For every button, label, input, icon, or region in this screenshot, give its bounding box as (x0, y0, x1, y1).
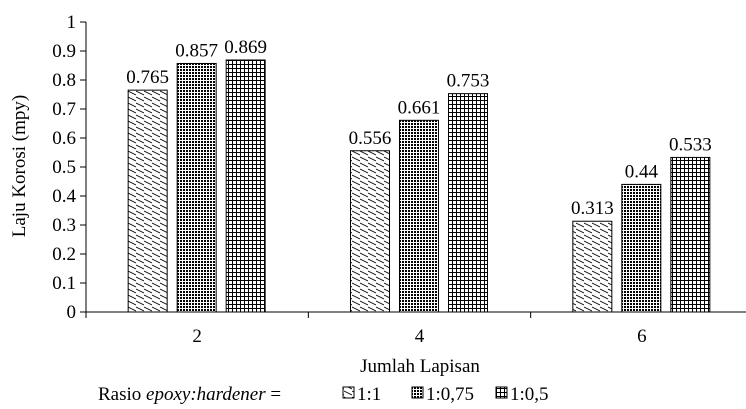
bar (448, 93, 488, 313)
axes: 0 0.1 0.2 0.3 0.4 0.5 0.6 0.7 0.8 0.9 1 2 4 6 (52, 12, 746, 347)
y-tick-label: 0.7 (52, 99, 76, 120)
x-ticks: 2 4 6 (85, 312, 647, 347)
legend-swatch (495, 386, 508, 399)
y-axis-title: Laju Korosi (mpy) (9, 95, 30, 237)
legend-label: 1:0,75 (426, 384, 474, 405)
legend-items: 1:1 1:0,75 1:0,5 (342, 384, 549, 405)
data-label: 0.44 (625, 161, 659, 182)
x-tick-label: 2 (192, 326, 202, 347)
data-label: 0.313 (571, 198, 614, 219)
y-tick-label: 0.2 (52, 244, 76, 265)
legend-swatch (411, 386, 424, 399)
legend-label: 1:1 (357, 384, 381, 405)
legend-label: 1:0,5 (510, 384, 549, 405)
legend-swatch (342, 386, 355, 399)
y-tick-label: 0.4 (52, 186, 76, 207)
legend-prefix: Rasio (98, 384, 146, 405)
data-label: 0.661 (398, 97, 441, 118)
y-tick-label: 0.8 (52, 70, 76, 91)
bar (572, 220, 613, 313)
y-tick-label: 0.6 (52, 128, 76, 149)
y-tick-label: 0.1 (52, 273, 76, 294)
y-ticks: 0 0.1 0.2 0.3 0.4 0.5 0.6 0.7 0.8 0.9 1 (52, 12, 86, 323)
legend-prefix-suffix: = (266, 384, 281, 405)
y-tick-label: 0.3 (52, 215, 76, 236)
x-tick-label: 6 (637, 326, 647, 347)
data-label: 0.765 (126, 67, 169, 88)
data-label: 0.869 (224, 37, 267, 58)
data-label: 0.533 (669, 134, 712, 155)
y-tick-label: 0.5 (52, 157, 76, 178)
data-label: 0.556 (349, 128, 392, 149)
legend-title: Rasio epoxy:hardener = (98, 384, 281, 405)
data-labels: 0.765 0.857 0.869 0.556 0.661 0.753 0.313 0.44 0… (126, 37, 711, 219)
bar (399, 119, 439, 313)
y-tick-label: 1 (67, 12, 77, 33)
bar (621, 183, 662, 313)
y-tick-label: 0.9 (52, 41, 76, 62)
data-label: 0.857 (175, 40, 218, 61)
y-tick-label: 0 (67, 302, 77, 323)
bar (176, 62, 217, 313)
x-axis-title: Jumlah Lapisan (360, 356, 480, 377)
x-tick-label: 4 (415, 326, 425, 347)
bar (670, 156, 711, 313)
bar (225, 59, 266, 313)
data-label: 0.753 (447, 71, 490, 92)
legend: Rasio epoxy:hardener = 1:1 1:0,75 1:0,5 (98, 384, 549, 405)
bars (127, 59, 711, 313)
legend-prefix-italic: epoxy:hardener (146, 384, 266, 405)
bar (350, 150, 390, 313)
bar (127, 89, 168, 313)
